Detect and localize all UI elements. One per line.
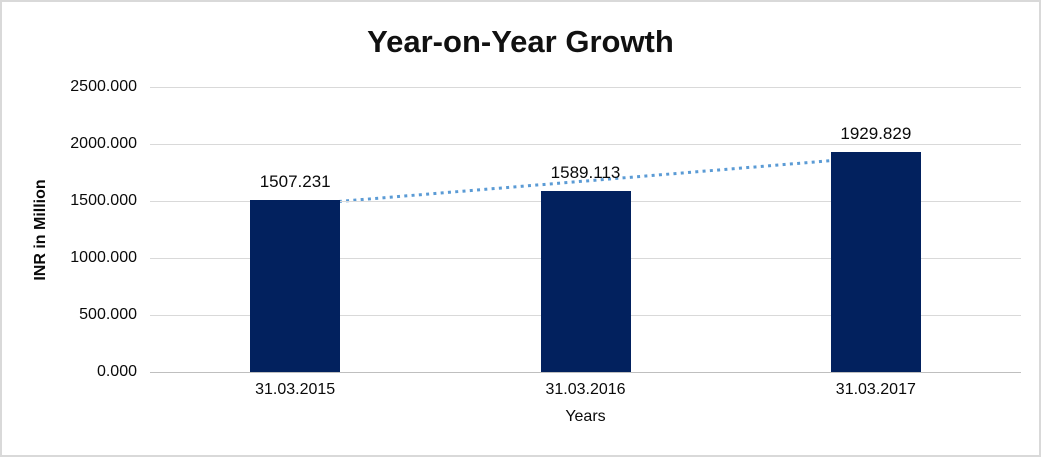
gridline: [150, 86, 1021, 88]
y-tick-label: 1000.000: [70, 249, 137, 266]
bar-value-label: 1589.113: [550, 162, 621, 182]
bar-value-label: 1507.231: [259, 172, 331, 192]
bar-value-label: 1929.829: [840, 124, 912, 143]
bar: [540, 190, 631, 372]
x-axis-line: [150, 371, 1021, 373]
plot-area: 1507.231 1589.113 1929.829: [150, 86, 1021, 373]
y-axis-tick-labels: 0.000 500.000 1000.000 1500.000 2000.000 2500…: [2, 78, 137, 380]
trendline-dotted-segment: [295, 155, 876, 207]
trendline: [295, 155, 876, 207]
y-tick-label: 2000.000: [70, 135, 137, 152]
y-tick-label: 500.000: [79, 306, 137, 323]
x-tick-label: 31.03.2015: [255, 381, 336, 398]
x-tick-label: 31.03.2017: [835, 381, 916, 398]
x-tick-label: 31.03.2016: [545, 381, 626, 398]
bar: [830, 152, 921, 372]
gridline: [150, 143, 1021, 145]
chart-title: Year-on-Year Growth: [367, 24, 674, 59]
x-axis-tick-labels: 31.03.2015 31.03.2016 31.03.2017: [150, 381, 1021, 403]
y-tick-label: 2500.000: [70, 78, 137, 95]
y-tick-label: 0.000: [96, 363, 137, 380]
y-tick-label: 1500.000: [70, 192, 137, 209]
bar: [250, 200, 341, 372]
x-axis-title: Years: [565, 408, 606, 425]
